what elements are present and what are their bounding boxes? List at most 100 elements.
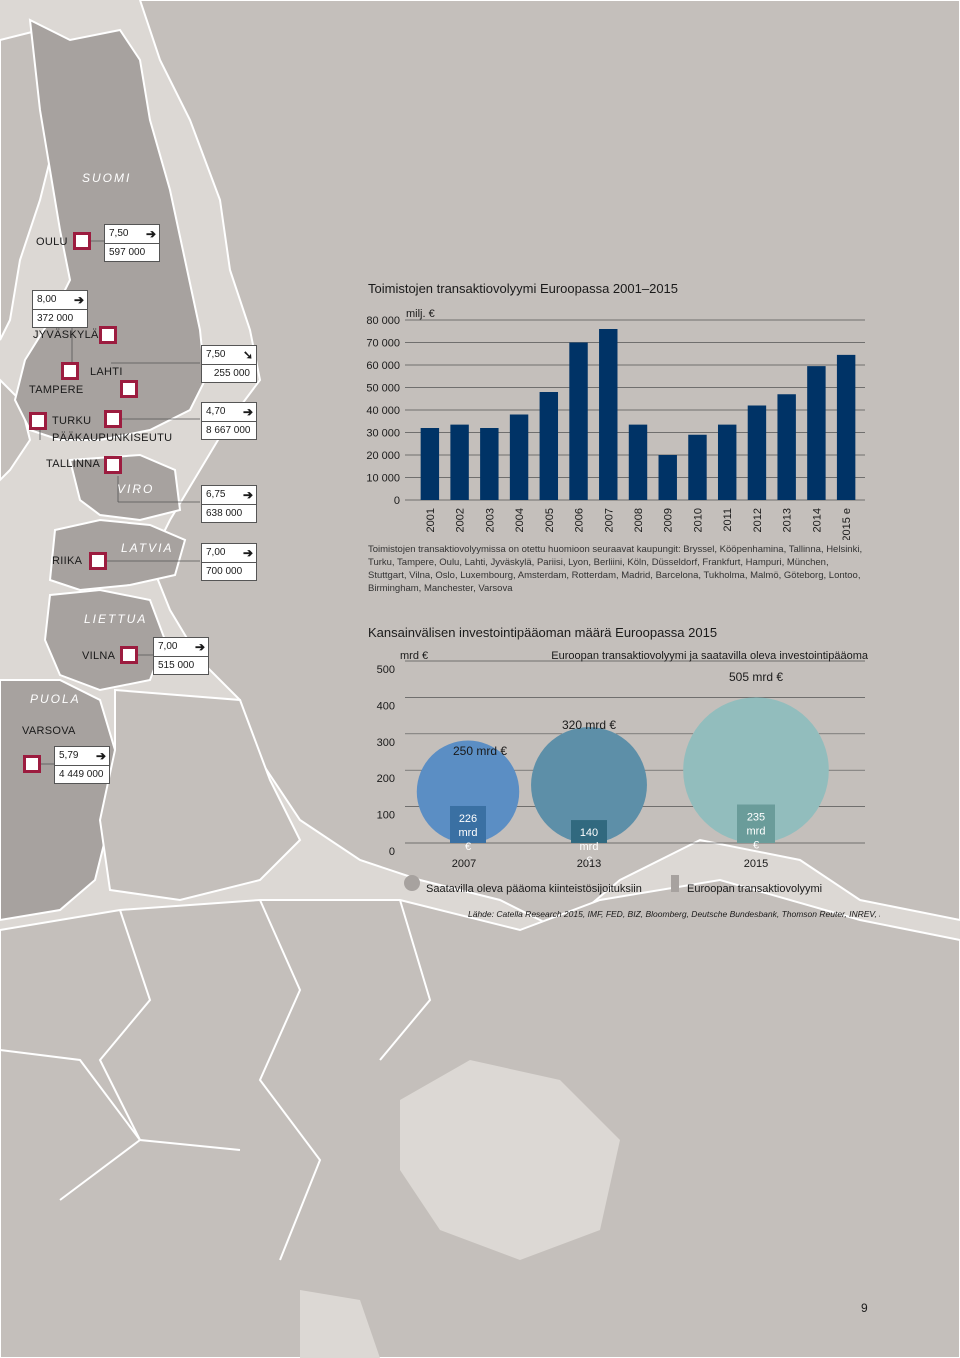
chart1-note: Toimistojen transaktiovolyymissa on otet… — [368, 544, 863, 594]
bar-2007 — [599, 329, 618, 500]
city-label-lahti: LAHTI — [90, 366, 123, 378]
city-marker-varsova — [23, 755, 41, 773]
chart2-title: Kansainvälisen investointipääoman määrä … — [368, 625, 718, 640]
volume-label: 140 — [580, 827, 598, 839]
bar-2001 — [420, 428, 440, 500]
bar-2011 — [717, 424, 737, 500]
value-box-varsova: 5,79 ➔ 4 449 000 — [54, 746, 110, 784]
city-label-oulu: OULU — [36, 236, 68, 248]
bar-2003 — [480, 428, 499, 500]
bar-2004 — [509, 414, 529, 500]
bubble-chart-investment-capital: 0 100 200 300 400 500 mrd € Euroopan transaktio… — [377, 650, 880, 919]
value-box-oulu: 7,50 ➔ 597 000 — [104, 224, 160, 262]
city-marker-paakaupunkiseutu — [104, 410, 122, 428]
city-marker-oulu — [73, 232, 91, 250]
country-puola: PUOLA — [30, 692, 81, 706]
y-tick-label: 20 000 — [366, 450, 400, 462]
city-label-paakaupunkiseutu: PÄÄKAUPUNKISEUTU — [52, 432, 173, 444]
capital-label: 250 mrd € — [453, 744, 507, 758]
volume-label: € — [753, 840, 759, 852]
country-liettua: LIETTUA — [84, 612, 148, 626]
y-tick-label: 400 — [377, 700, 395, 712]
y-tick-label: 70 000 — [366, 338, 400, 350]
x-tick-label: 2001 — [425, 508, 437, 532]
y-tick-label: 40 000 — [366, 405, 400, 417]
value-box-tallinna: 6,75 ➔ 638 000 — [201, 485, 257, 523]
east-land — [98, 688, 302, 902]
x-tick-label: 2012 — [752, 508, 764, 532]
bar-2008 — [628, 424, 648, 500]
x-tick-label: 2008 — [633, 508, 645, 532]
x-tick-label: 2015 — [744, 858, 768, 870]
bar-2012 — [747, 405, 767, 500]
bar-2015 e — [836, 354, 856, 500]
volume-label: € — [586, 855, 592, 867]
city-label-jyvaskyla: JYVÄSKYLÄ — [33, 329, 99, 341]
y-unit-label: milj. € — [406, 308, 435, 320]
chart1-title: Toimistojen transaktiovolyymi Euroopassa… — [368, 281, 679, 296]
capital-bubble-2013 — [531, 727, 647, 843]
city-label-tallinna: TALLINNA — [46, 458, 101, 470]
latvia-land — [48, 518, 187, 592]
bar-chart-transaction-volume: 0 10 000 20 000 30 000 40 000 50 000 60 000 70 … — [366, 308, 865, 540]
trend-arrow-icon: ➔ — [194, 640, 205, 654]
source-note: Lähde: Catella Research 2015, IMF, FED, … — [468, 909, 880, 919]
volume-bar-2007 — [450, 805, 486, 843]
legend-circle-icon — [404, 875, 420, 891]
x-tick-label: 2007 — [452, 858, 476, 870]
chart2-subtitle: Euroopan transaktiovolyymi ja saatavilla… — [551, 650, 869, 662]
country-viro: VIRO — [117, 482, 155, 496]
city-marker-vilna — [120, 646, 138, 664]
legend-volume: Euroopan transaktiovolyymi — [687, 883, 822, 895]
bar-2014 — [807, 366, 826, 500]
city-marker-lahti — [61, 362, 79, 380]
y-tick-label: 0 — [394, 495, 400, 507]
x-tick-label: 2011 — [722, 508, 734, 532]
y-unit-label: mrd € — [400, 650, 428, 662]
trend-arrow-icon: ➔ — [145, 227, 156, 241]
city-marker-turku — [29, 412, 47, 430]
estonia-land — [68, 453, 182, 522]
y-tick-label: 100 — [377, 810, 395, 822]
page-number: 9 — [861, 1301, 868, 1315]
y-tick-label: 30 000 — [366, 428, 400, 440]
city-label-riika: RIIKA — [52, 555, 83, 567]
x-tick-label: 2013 — [577, 858, 601, 870]
trend-arrow-icon: ➔ — [242, 488, 253, 502]
y-tick-label: 10 000 — [366, 473, 400, 485]
volume-label: 235 — [747, 812, 765, 824]
value-box-jyvaskyla: 8,00 ➔ 372 000 — [32, 290, 88, 328]
city-marker-jyvaskyla — [99, 326, 117, 344]
volume-label: mrd — [459, 827, 478, 839]
bar-2006 — [569, 342, 588, 500]
x-tick-label: 2007 — [603, 508, 615, 532]
lithuania-land — [43, 588, 167, 692]
volume-bar-2013 — [571, 820, 607, 843]
trend-arrow-icon: ➔ — [95, 749, 106, 763]
city-marker-tampere — [120, 380, 138, 398]
x-tick-label: 2002 — [455, 508, 467, 532]
x-tick-label: 2003 — [484, 508, 496, 532]
capital-bubble-2007 — [416, 740, 520, 843]
black-sea — [400, 1060, 620, 1260]
x-tick-label: 2013 — [782, 508, 794, 532]
city-label-varsova: VARSOVA — [22, 725, 76, 737]
y-tick-label: 200 — [377, 773, 395, 785]
city-marker-tallinna — [104, 456, 122, 474]
value-box-vilna: 7,00 ➔ 515 000 — [153, 637, 209, 675]
y-tick-label: 50 000 — [366, 383, 400, 395]
volume-label: € — [465, 841, 471, 853]
x-tick-label: 2005 — [544, 508, 556, 532]
volume-bar-2015 — [737, 804, 775, 843]
y-tick-label: 300 — [377, 737, 395, 749]
value-box-riika: 7,00 ➔ 700 000 — [201, 543, 257, 581]
y-tick-label: 60 000 — [366, 360, 400, 372]
country-latvia: LATVIA — [121, 541, 174, 555]
country-suomi: SUOMI — [82, 171, 132, 185]
x-tick-label: 2014 — [811, 508, 823, 532]
y-tick-label: 80 000 — [366, 315, 400, 327]
capital-bubble-2015 — [683, 697, 829, 843]
trend-arrow-icon: ➔ — [242, 405, 253, 419]
city-label-turku: TURKU — [52, 415, 92, 427]
city-marker-riika — [89, 552, 107, 570]
